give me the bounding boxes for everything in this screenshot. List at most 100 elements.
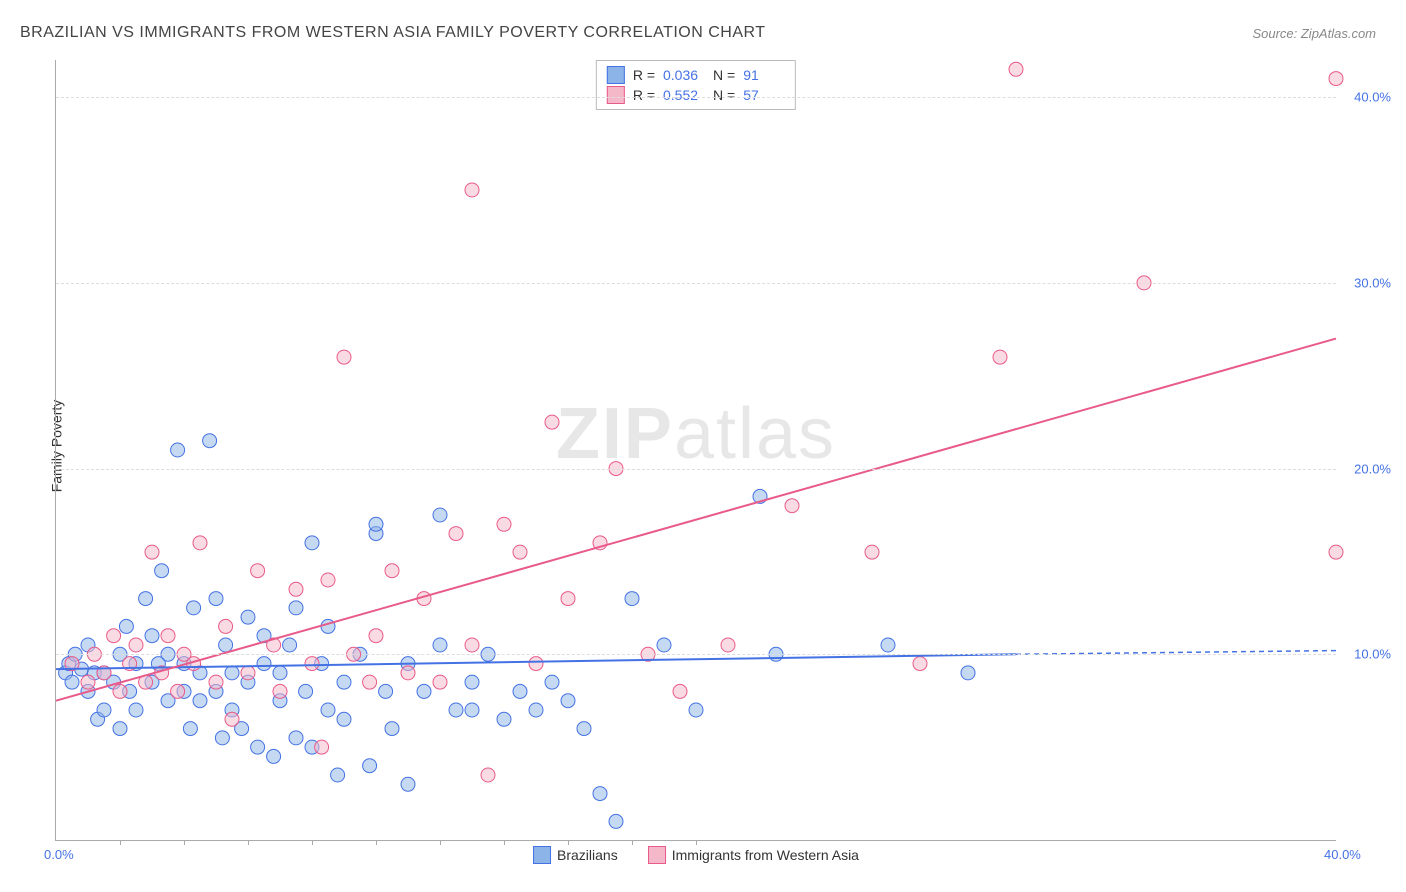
data-point (561, 592, 575, 606)
legend-swatch-0 (533, 846, 551, 864)
data-point (251, 740, 265, 754)
data-point (721, 638, 735, 652)
data-point (481, 768, 495, 782)
n-value-1: 57 (743, 87, 785, 103)
data-point (865, 545, 879, 559)
data-point (593, 787, 607, 801)
data-point (337, 712, 351, 726)
data-point (65, 675, 79, 689)
chart-svg (56, 60, 1336, 840)
legend-label-1: Immigrants from Western Asia (672, 847, 859, 863)
data-point (545, 415, 559, 429)
data-point (577, 722, 591, 736)
data-point (363, 759, 377, 773)
data-point (187, 601, 201, 615)
data-point (529, 657, 543, 671)
data-point (81, 675, 95, 689)
r-value-0: 0.036 (663, 67, 705, 83)
chart-title: BRAZILIAN VS IMMIGRANTS FROM WESTERN ASI… (20, 24, 766, 42)
data-point (113, 684, 127, 698)
n-label: N = (713, 67, 735, 83)
swatch-series-1 (607, 86, 625, 104)
data-point (449, 703, 463, 717)
data-point (449, 527, 463, 541)
x-minor-tick (120, 840, 121, 845)
data-point (145, 545, 159, 559)
data-point (225, 712, 239, 726)
data-point (219, 638, 233, 652)
data-point (433, 638, 447, 652)
data-point (305, 536, 319, 550)
data-point (251, 564, 265, 578)
data-point (1329, 545, 1343, 559)
data-point (433, 508, 447, 522)
data-point (513, 684, 527, 698)
data-point (241, 666, 255, 680)
data-point (465, 638, 479, 652)
data-point (225, 666, 239, 680)
data-point (401, 777, 415, 791)
grid-line (56, 283, 1336, 284)
data-point (113, 722, 127, 736)
data-point (209, 592, 223, 606)
y-tick-label: 40.0% (1354, 90, 1391, 105)
data-point (369, 517, 383, 531)
data-point (673, 684, 687, 698)
data-point (139, 592, 153, 606)
legend-item-1: Immigrants from Western Asia (648, 846, 859, 864)
stats-row-series-1: R = 0.552 N = 57 (607, 85, 785, 105)
data-point (331, 768, 345, 782)
x-tick-label: 40.0% (1324, 847, 1361, 862)
x-minor-tick (696, 840, 697, 845)
data-point (155, 564, 169, 578)
data-point (193, 694, 207, 708)
data-point (881, 638, 895, 652)
data-point (209, 675, 223, 689)
data-point (465, 703, 479, 717)
n-label: N = (713, 87, 735, 103)
data-point (689, 703, 703, 717)
legend-item-0: Brazilians (533, 846, 618, 864)
data-point (273, 684, 287, 698)
data-point (219, 619, 233, 633)
data-point (657, 638, 671, 652)
legend-label-0: Brazilians (557, 847, 618, 863)
data-point (337, 675, 351, 689)
data-point (289, 731, 303, 745)
y-tick-label: 30.0% (1354, 275, 1391, 290)
x-minor-tick (248, 840, 249, 845)
data-point (465, 183, 479, 197)
source-attribution: Source: ZipAtlas.com (1252, 26, 1376, 41)
data-point (385, 564, 399, 578)
data-point (1329, 72, 1343, 86)
x-minor-tick (632, 840, 633, 845)
swatch-series-0 (607, 66, 625, 84)
x-minor-tick (440, 840, 441, 845)
grid-line (56, 469, 1336, 470)
data-point (513, 545, 527, 559)
data-point (465, 675, 479, 689)
data-point (215, 731, 229, 745)
data-point (401, 666, 415, 680)
data-point (283, 638, 297, 652)
data-point (993, 350, 1007, 364)
y-tick-label: 20.0% (1354, 461, 1391, 476)
data-point (433, 675, 447, 689)
data-point (193, 536, 207, 550)
data-point (107, 629, 121, 643)
data-point (273, 666, 287, 680)
data-point (379, 684, 393, 698)
data-point (609, 814, 623, 828)
x-minor-tick (568, 840, 569, 845)
correlation-stats-box: R = 0.036 N = 91 R = 0.552 N = 57 (596, 60, 796, 110)
data-point (337, 350, 351, 364)
data-point (161, 629, 175, 643)
data-point (203, 434, 217, 448)
data-point (497, 712, 511, 726)
data-point (183, 722, 197, 736)
x-minor-tick (312, 840, 313, 845)
data-point (417, 684, 431, 698)
r-label: R = (633, 87, 655, 103)
r-label: R = (633, 67, 655, 83)
data-point (497, 517, 511, 531)
